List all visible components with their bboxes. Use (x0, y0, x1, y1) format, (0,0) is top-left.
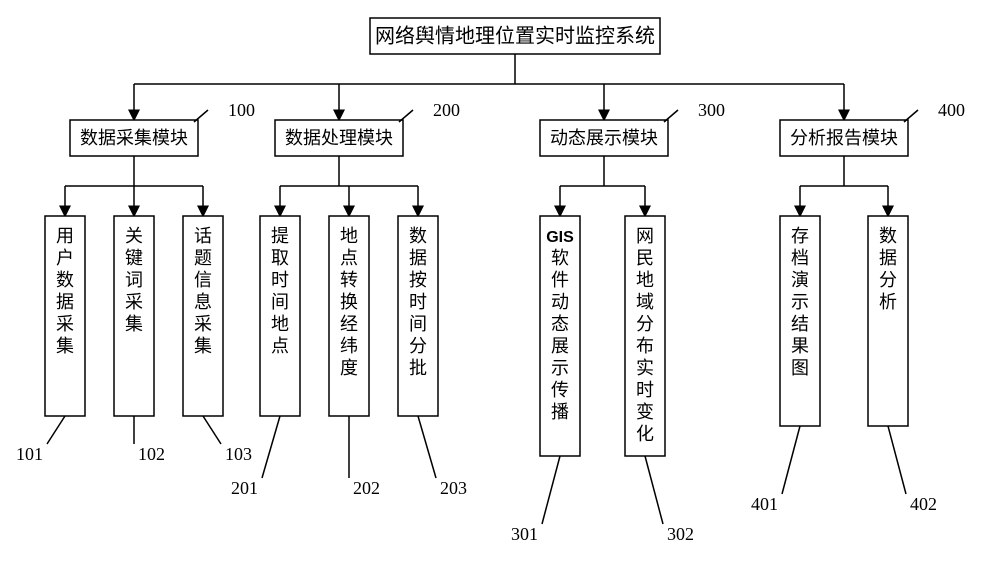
connector (47, 416, 65, 444)
m200-num: 200 (433, 100, 460, 120)
connector (399, 110, 413, 122)
connector (904, 110, 918, 122)
root-title: 网络舆情地理位置实时监控系统 (375, 25, 655, 48)
connector (782, 426, 800, 494)
l203-label: 数据按时间分批 (409, 226, 427, 378)
connector (203, 416, 221, 444)
l102-label: 关键词采集 (125, 226, 143, 334)
m100-num: 100 (228, 100, 255, 120)
connector (542, 456, 560, 524)
m300-num: 300 (698, 100, 725, 120)
l203-num: 203 (440, 478, 467, 498)
m200-label: 数据处理模块 (285, 128, 393, 148)
l401-num: 401 (751, 494, 778, 514)
m100-label: 数据采集模块 (80, 128, 188, 148)
l101-num: 101 (16, 444, 43, 464)
l302-num: 302 (667, 524, 694, 544)
l202-num: 202 (353, 478, 380, 498)
connector (262, 416, 280, 478)
l301-num: 301 (511, 524, 538, 544)
connector (418, 416, 436, 478)
l201-num: 201 (231, 478, 258, 498)
l202-label: 地点转换经纬度 (340, 226, 358, 378)
l401-label: 存档演示结果图 (791, 226, 809, 378)
m300-label: 动态展示模块 (550, 128, 658, 148)
m400-label: 分析报告模块 (790, 128, 898, 148)
l402-num: 402 (910, 494, 937, 514)
connector (194, 110, 208, 122)
l103-num: 103 (225, 444, 252, 464)
l102-num: 102 (138, 444, 165, 464)
connector (664, 110, 678, 122)
connector (645, 456, 663, 524)
m400-num: 400 (938, 100, 965, 120)
connector (888, 426, 906, 494)
